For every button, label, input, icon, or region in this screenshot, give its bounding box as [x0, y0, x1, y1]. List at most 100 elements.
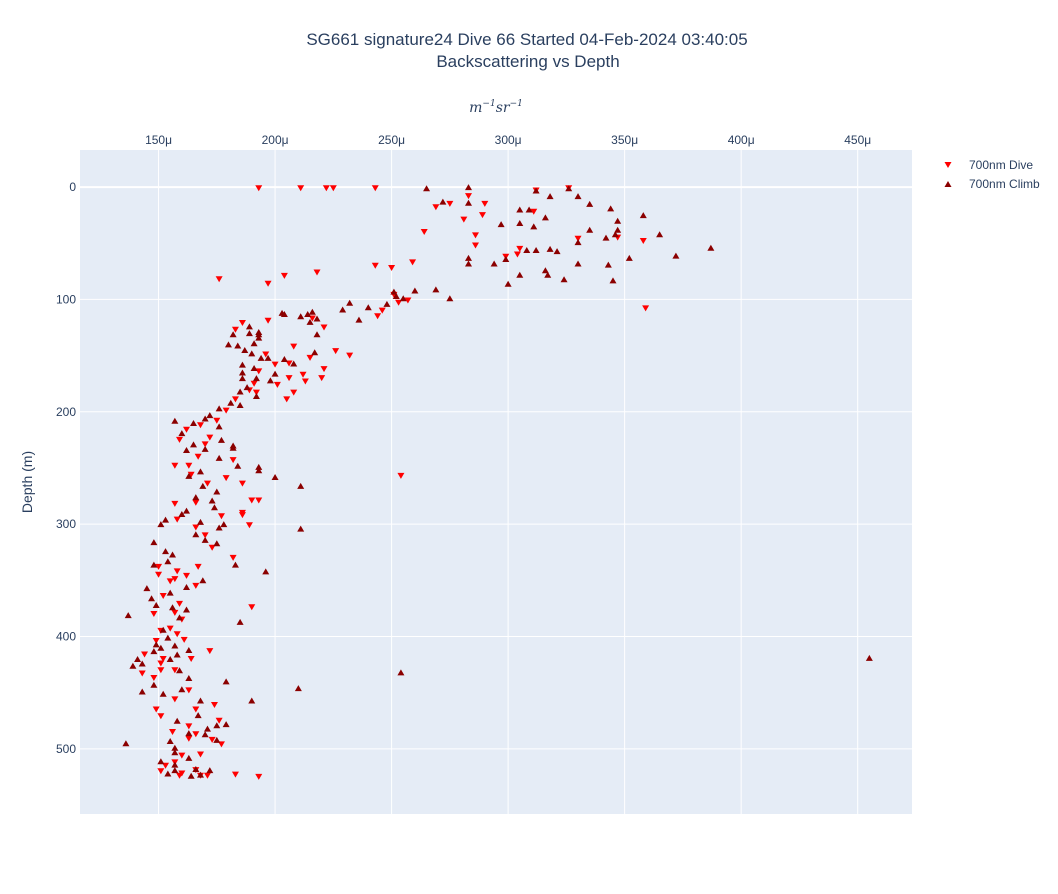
climb-point	[439, 198, 447, 205]
climb-point	[446, 295, 454, 302]
dive-point	[250, 380, 258, 387]
climb-point	[497, 221, 505, 228]
x-axis-label: m−1sr−1	[469, 99, 523, 116]
climb-point	[171, 744, 179, 751]
climb-point	[215, 405, 223, 412]
triangle-up-icon	[944, 181, 952, 187]
climb-point	[516, 206, 524, 213]
dive-point	[180, 636, 188, 643]
dive-point	[299, 371, 307, 378]
climb-point	[516, 220, 524, 227]
dive-point	[217, 513, 225, 520]
climb-point	[397, 669, 405, 676]
x-axis-label-base1: m	[469, 100, 482, 116]
dive-point	[371, 185, 379, 192]
climb-point	[171, 417, 179, 424]
dive-point	[301, 378, 309, 385]
dive-point	[322, 185, 330, 192]
climb-point	[656, 231, 664, 238]
climb-point	[865, 654, 873, 661]
climb-point	[152, 602, 160, 609]
x-tick-label: 200μ	[262, 133, 289, 147]
climb-point	[201, 445, 209, 452]
legend-item-climb[interactable]: 700nm Climb	[944, 177, 1041, 191]
x-axis-label-exp1: −1	[482, 99, 495, 109]
climb-point	[157, 521, 165, 528]
climb-point	[313, 331, 321, 338]
legend-item-dive[interactable]: 700nm Dive	[944, 158, 1034, 172]
climb-point	[171, 642, 179, 649]
climb-point	[586, 226, 594, 233]
climb-point	[236, 388, 244, 395]
dive-point	[280, 272, 288, 279]
climb-point	[231, 561, 239, 568]
climb-point	[164, 558, 172, 565]
dive-point	[297, 185, 305, 192]
x-tick-label: 300μ	[495, 133, 522, 147]
dive-point	[192, 706, 200, 713]
dive-point	[320, 366, 328, 373]
dive-point	[215, 717, 223, 724]
dive-point	[171, 500, 179, 507]
climb-point	[541, 267, 549, 274]
dive-point	[155, 571, 163, 578]
dive-point	[264, 280, 272, 287]
climb-point	[308, 308, 316, 315]
dive-point	[152, 706, 160, 713]
climb-point	[229, 444, 237, 451]
climb-point	[201, 415, 209, 422]
climb-point	[311, 349, 319, 356]
climb-point	[236, 618, 244, 625]
climb-point	[243, 384, 251, 391]
dive-point	[210, 702, 218, 709]
dive-point	[183, 426, 191, 433]
dive-point	[138, 670, 146, 677]
climb-point	[546, 245, 554, 252]
climb-point	[238, 361, 246, 368]
climb-point	[171, 749, 179, 756]
climb-point	[222, 678, 230, 685]
dive-point	[157, 768, 165, 775]
climb-point	[185, 675, 193, 682]
climb-point	[176, 667, 184, 674]
climb-point	[280, 355, 288, 362]
climb-point	[238, 369, 246, 376]
climb-point	[607, 205, 615, 212]
climb-point	[166, 589, 174, 596]
dive-point	[171, 667, 179, 674]
climb-point	[196, 468, 204, 475]
chart-subtitle: Backscattering vs Depth	[436, 52, 619, 71]
climb-point	[411, 287, 419, 294]
dive-point	[378, 307, 386, 314]
y-axis-label: Depth (m)	[19, 451, 35, 513]
climb-point	[185, 730, 193, 737]
dive-point	[574, 235, 582, 242]
dive-point	[255, 368, 263, 375]
dive-point	[171, 609, 179, 616]
dive-point	[203, 480, 211, 487]
climb-point	[215, 423, 223, 430]
climb-point	[280, 311, 288, 318]
dive-point	[185, 462, 193, 469]
legend[interactable]: 700nm Dive 700nm Climb	[944, 158, 1041, 191]
grid-lines	[80, 150, 912, 814]
dive-point	[478, 212, 486, 219]
dive-point	[141, 651, 149, 658]
y-tick-label: 200	[56, 405, 76, 419]
dive-point	[409, 259, 417, 266]
dive-point	[171, 576, 179, 583]
legend-label-dive: 700nm Dive	[969, 158, 1033, 172]
dive-point	[176, 600, 184, 607]
climb-point	[150, 648, 158, 655]
dive-point	[329, 185, 337, 192]
climb-point	[504, 280, 512, 287]
climb-point	[164, 634, 172, 641]
dive-point	[208, 736, 216, 743]
climb-point	[339, 306, 347, 313]
climb-point	[241, 346, 249, 353]
climb-point	[432, 286, 440, 293]
climb-point	[602, 234, 610, 241]
dive-point	[152, 637, 160, 644]
y-tick-label: 100	[56, 292, 76, 306]
dive-point	[222, 407, 230, 414]
